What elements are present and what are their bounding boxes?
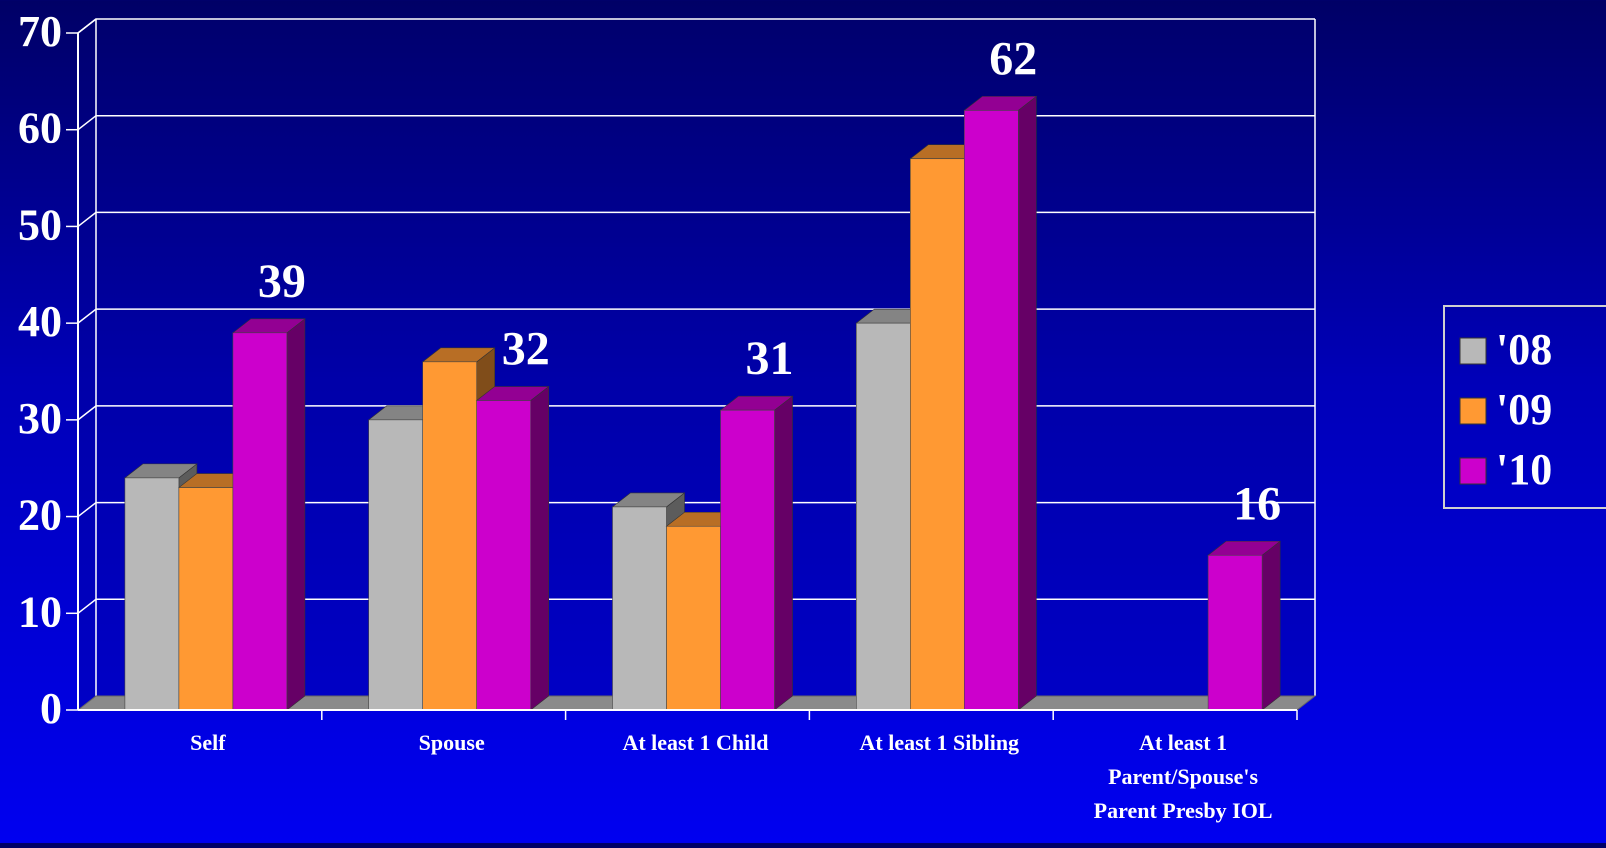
legend-label: '09 [1496,385,1552,434]
data-label: 39 [258,255,306,308]
legend-swatch [1459,337,1487,365]
x-tick-label: At least 1 Child [622,730,768,755]
bar-front [422,361,478,711]
bar-side [530,385,550,711]
y-tick-label: 50 [18,200,62,249]
y-tick-label: 10 [18,587,62,636]
bar-10-3 [963,95,1038,711]
x-tick-label: Parent Presby IOL [1094,798,1273,823]
bar-front [476,400,532,711]
bar-front [124,477,180,711]
bar-10-2 [719,395,794,711]
bar-side [774,395,793,711]
bar-front [612,506,667,711]
bar-front [963,110,1019,711]
bar-front [368,419,424,711]
x-tick-label: Parent/Spouse's [1108,764,1258,789]
axes: 0 10 20 30 40 50 60 70 Self Spouse At least 1 Chil… [18,7,1298,823]
data-label: 32 [502,323,550,376]
bar-front [232,332,288,711]
bars [124,95,1281,711]
bar-10-1 [475,385,550,711]
legend-swatch [1459,457,1487,485]
bar-front [720,409,775,711]
bar-front [1207,554,1263,711]
legend-swatch [1459,397,1487,425]
x-tick-label: Self [190,730,226,755]
axis-corner [77,18,97,34]
data-label: 31 [746,332,794,385]
bar-side [1017,95,1037,711]
y-tick-label: 0 [40,684,62,733]
bar-10-0 [232,318,306,711]
data-labels: 39 32 31 62 16 [258,32,1281,530]
bar-side [286,318,306,711]
bar-front [178,487,234,711]
y-tick-label: 60 [18,104,62,153]
bar-front [666,525,721,711]
data-label: 16 [1233,477,1281,530]
x-tick-label: At least 1 [1139,730,1227,755]
x-tick-label: Spouse [419,730,485,755]
side-wall [78,19,96,710]
data-label: 62 [989,32,1037,85]
x-tick-label: At least 1 Sibling [860,730,1020,755]
y-tick-label: 20 [18,491,62,540]
bar-10-4 [1207,540,1281,711]
bar-front [855,322,911,711]
y-tick-label: 70 [18,7,62,56]
bar-front [909,158,965,711]
legend-label: '08 [1496,325,1552,374]
legend-box [1443,305,1606,509]
bar-side [1261,540,1281,711]
legend: '08 '09 '10 [1443,305,1606,509]
legend-label: '10 [1496,445,1552,494]
y-tick-label: 30 [18,394,62,443]
y-tick-label: 40 [18,297,62,346]
